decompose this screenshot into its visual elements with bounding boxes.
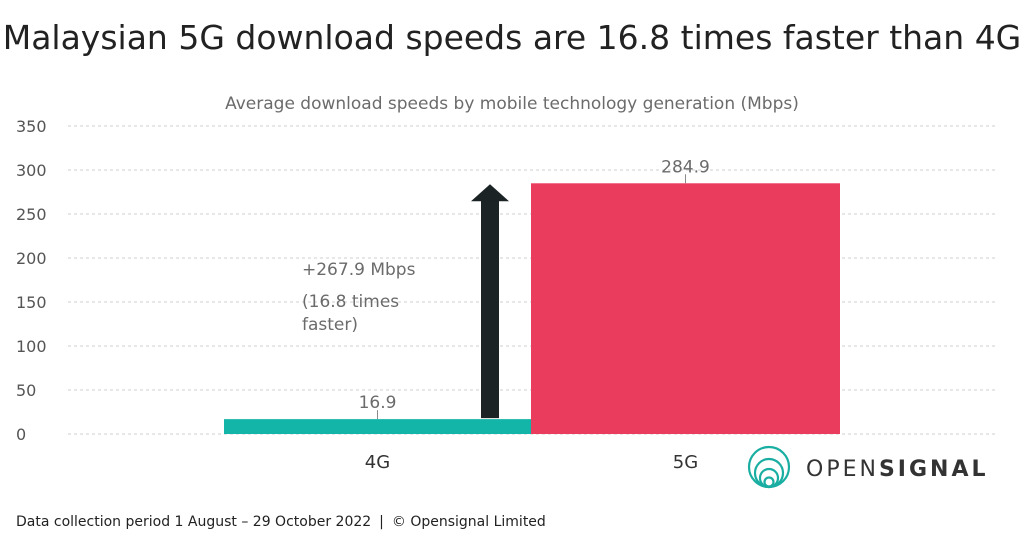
arrow-head [471, 184, 509, 202]
bar-4g [224, 419, 531, 434]
y-tick-label-350: 350 [16, 117, 47, 136]
opensignal-logo: OPENSIGNAL [747, 445, 989, 489]
bar-5g [531, 183, 840, 434]
y-tick-label-200: 200 [16, 249, 47, 268]
footer: Data collection period 1 August – 29 Oct… [16, 514, 546, 530]
opensignal-logo-icon [747, 445, 791, 489]
category-label-4g: 4G [365, 452, 390, 473]
data-period: Data collection period 1 August – 29 Oct… [16, 514, 372, 530]
annotation-mbps: +267.9 Mbps [302, 260, 416, 280]
chart-title: Malaysian 5G download speeds are 16.8 ti… [2, 18, 1022, 57]
y-axis-ticks: 0 50 100 150 200 250 300 350 [16, 117, 47, 444]
value-label-4g: 16.9 [359, 393, 397, 413]
annotation-faster: faster) [302, 315, 358, 335]
wordmark-open: OPEN [806, 457, 879, 482]
copyright: © Opensignal Limited [391, 514, 546, 530]
y-tick-label-0: 0 [16, 425, 26, 444]
difference-arrow [471, 184, 509, 419]
footer-separator: | [379, 514, 384, 530]
y-tick-label-150: 150 [16, 293, 47, 312]
chart-subtitle: Average download speeds by mobile techno… [225, 94, 799, 114]
category-label-5g: 5G [673, 452, 698, 473]
y-tick-label-300: 300 [16, 161, 47, 180]
y-tick-label-250: 250 [16, 205, 47, 224]
bars: 16.9 4G 284.9 5G [224, 157, 840, 473]
y-tick-label-50: 50 [16, 381, 36, 400]
annotation-times: (16.8 times [302, 292, 399, 312]
y-tick-label-100: 100 [16, 337, 47, 356]
wordmark-signal: SIGNAL [879, 457, 989, 482]
difference-annotation: +267.9 Mbps (16.8 times faster) [302, 260, 416, 335]
arrow-shaft [481, 200, 499, 419]
value-label-5g: 284.9 [661, 157, 710, 177]
opensignal-wordmark: OPENSIGNAL [806, 457, 989, 482]
